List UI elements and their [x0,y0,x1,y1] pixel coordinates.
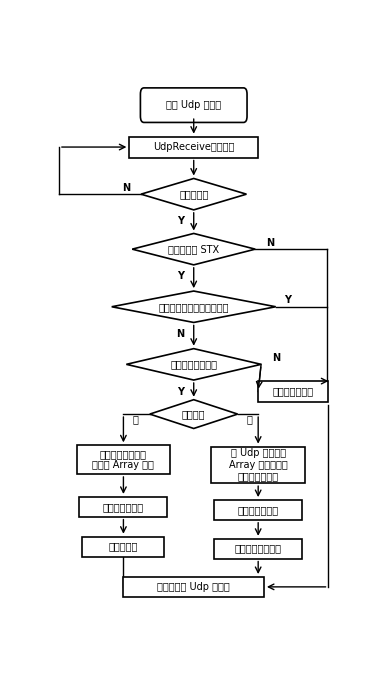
Bar [76,445,170,474]
Bar [82,537,164,556]
Text: 发送数据帧: 发送数据帧 [109,541,138,551]
Polygon shape [126,349,261,380]
Text: N: N [122,183,130,193]
Bar [79,497,167,517]
Text: 置读写标志为读: 置读写标志为读 [103,502,144,512]
Text: 发送错误数据帧: 发送错误数据帧 [273,386,314,396]
Bar [129,137,258,158]
Text: 起始字符是 STX: 起始字符是 STX [168,244,219,254]
Bar [258,381,328,402]
Polygon shape [150,400,238,428]
Text: N: N [177,329,184,339]
Text: 完成并退出 Udp 子程序: 完成并退出 Udp 子程序 [157,582,230,592]
Text: 将交互数据按格式
写发送 Array 数组: 将交互数据按格式 写发送 Array 数组 [93,449,154,471]
Text: Y: Y [284,296,291,305]
Text: 读还是写: 读还是写 [182,409,206,419]
Text: Y: Y [177,216,184,226]
Polygon shape [132,233,255,265]
Text: Y: Y [177,386,184,396]
Bar [211,447,305,483]
Text: 将 Udp 接收到的
Array 数组中的数
据写回交互数据: 将 Udp 接收到的 Array 数组中的数 据写回交互数据 [229,448,288,481]
Text: 发送写正确返回帧: 发送写正确返回帧 [235,543,282,554]
Text: 读: 读 [132,414,138,424]
Text: N: N [272,353,280,363]
Text: Y: Y [177,271,184,282]
Text: N: N [266,238,274,248]
Bar [214,500,302,520]
Polygon shape [141,178,246,210]
Polygon shape [112,291,276,322]
Text: UdpReceive接收数据: UdpReceive接收数据 [153,142,234,152]
Text: 起始地址及数据长度超范围: 起始地址及数据长度超范围 [158,302,229,311]
Text: 接收到数据: 接收到数据 [179,189,208,199]
Bar [123,577,264,597]
Bar [214,539,302,558]
Text: 置读写标志为写: 置读写标志为写 [238,505,279,515]
Text: 运行 Udp 子程序: 运行 Udp 子程序 [166,100,221,110]
FancyBboxPatch shape [140,88,247,122]
Text: 写: 写 [246,414,253,424]
Text: 检验及结束符正确: 检验及结束符正确 [170,359,217,369]
